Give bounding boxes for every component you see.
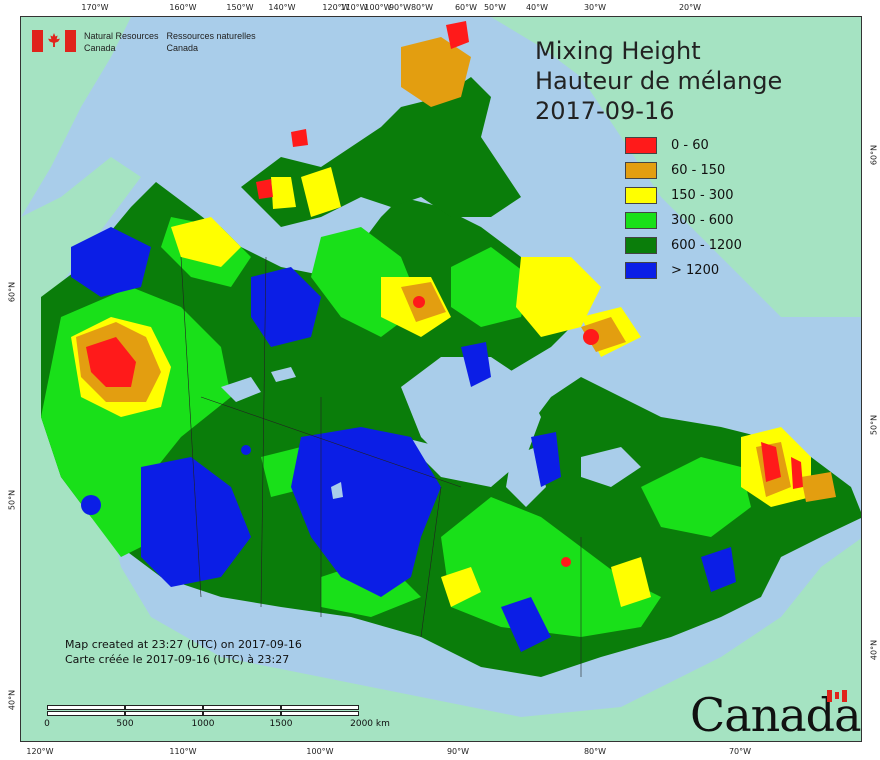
- legend-row: 300 - 600: [625, 208, 742, 233]
- lakes: [221, 367, 641, 499]
- alaska-land: [21, 157, 141, 317]
- canada-wordmark: Canada: [690, 688, 862, 742]
- tick-right: 50°N: [869, 414, 879, 436]
- tick-bottom: 120°W: [26, 747, 54, 756]
- scale-label: 2000 km: [350, 719, 390, 729]
- scale-label: 0: [44, 719, 50, 729]
- legend-label: 300 - 600: [671, 213, 734, 228]
- tick-bottom: 90°W: [446, 747, 470, 756]
- title-en: Mixing Height: [535, 37, 701, 65]
- greenland: [491, 17, 861, 317]
- legend: 0 - 60 60 - 150 150 - 300 300 - 600 600 - 12…: [625, 133, 742, 283]
- tick-left: 40°N: [7, 689, 17, 711]
- tick-top: 160°W: [169, 3, 197, 12]
- legend-swatch: [625, 187, 657, 204]
- tick-top: 60°W: [454, 3, 478, 12]
- legend-label: 0 - 60: [671, 138, 709, 153]
- usa-land: [21, 247, 861, 741]
- agency-fr: Ressources naturelles Canada: [166, 31, 256, 53]
- legend-swatch: [625, 212, 657, 229]
- map-canvas: [21, 17, 861, 741]
- hudson-bay: [401, 357, 541, 487]
- legend-label: 150 - 300: [671, 188, 734, 203]
- tick-top: 30°W: [583, 3, 607, 12]
- agency-header: Natural Resources Canada Ressources natu…: [32, 30, 256, 54]
- legend-row: 0 - 60: [625, 133, 742, 158]
- tick-right: 40°N: [869, 639, 879, 661]
- tick-top: 120°W: [322, 3, 350, 12]
- legend-swatch: [625, 262, 657, 279]
- legend-row: > 1200: [625, 258, 742, 283]
- title-date: 2017-09-16: [535, 97, 675, 125]
- zone-over-1200: [71, 227, 736, 652]
- legend-label: > 1200: [671, 263, 720, 278]
- tick-right: 60°N: [869, 144, 879, 166]
- tick-top: 110°W: [340, 3, 368, 12]
- tick-top: 50°W: [483, 3, 507, 12]
- scale-label: 500: [116, 719, 134, 729]
- asia-land: [21, 17, 131, 217]
- tick-top: 20°W: [678, 3, 702, 12]
- legend-label: 60 - 150: [671, 163, 726, 178]
- map-title: Mixing Height Hauteur de mélange 2017-09…: [535, 36, 782, 126]
- scale-label: 1500: [269, 719, 293, 729]
- tick-bottom: 110°W: [169, 747, 197, 756]
- tick-top: 80°W: [410, 3, 434, 12]
- tick-top: 90°W: [388, 3, 412, 12]
- scale-bar: [47, 705, 359, 717]
- scale-label: 1000: [191, 719, 215, 729]
- legend-row: 60 - 150: [625, 158, 742, 183]
- borders: [180, 256, 582, 677]
- map-credit: Map created at 23:27 (UTC) on 2017-09-16…: [65, 638, 302, 666]
- legend-swatch: [625, 237, 657, 254]
- legend-label: 600 - 1200: [671, 238, 742, 253]
- agency-en: Natural Resources Canada: [84, 31, 159, 53]
- tick-top: 140°W: [268, 3, 296, 12]
- tick-left: 60°N: [7, 281, 17, 303]
- tick-bottom: 100°W: [306, 747, 334, 756]
- wordmark-flag-icon: [827, 690, 847, 702]
- tick-bottom: 80°W: [583, 747, 607, 756]
- tick-bottom: 70°W: [728, 747, 752, 756]
- map-frame: [20, 16, 862, 742]
- tick-top: 170°W: [81, 3, 109, 12]
- canada-flag-icon: [32, 30, 76, 52]
- legend-swatch: [625, 137, 657, 154]
- tick-top: 150°W: [226, 3, 254, 12]
- tick-top: 100°W: [364, 3, 392, 12]
- legend-row: 150 - 300: [625, 183, 742, 208]
- tick-left: 50°N: [7, 489, 17, 511]
- legend-swatch: [625, 162, 657, 179]
- tick-top: 40°W: [525, 3, 549, 12]
- title-fr: Hauteur de mélange: [535, 67, 783, 95]
- legend-row: 600 - 1200: [625, 233, 742, 258]
- zone-0-60: [86, 21, 803, 567]
